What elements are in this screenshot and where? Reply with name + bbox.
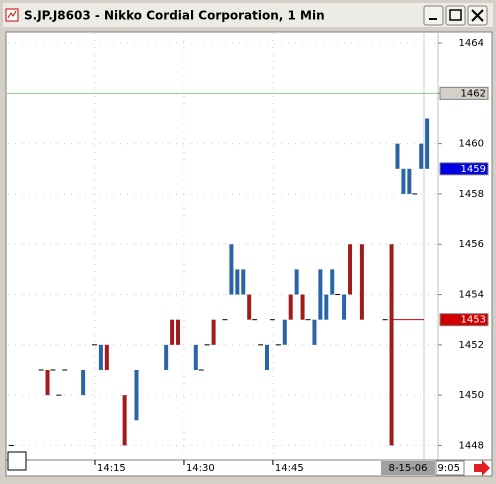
up-bar xyxy=(330,269,335,295)
up-bar xyxy=(81,369,86,396)
up-bar xyxy=(312,319,317,345)
down-bar xyxy=(359,244,364,320)
up-bar xyxy=(419,143,424,169)
up-bar xyxy=(134,369,139,421)
down-bar xyxy=(176,319,181,345)
up-bar xyxy=(342,294,347,320)
up-bar xyxy=(324,294,329,320)
app-icon-glyph xyxy=(7,10,17,19)
y-tick-label: 1456 xyxy=(459,239,484,250)
down-bar xyxy=(170,319,175,345)
x-tick-label: 14:45 xyxy=(275,463,304,474)
price-marker-box xyxy=(439,162,489,176)
price-marker-label: 1459 xyxy=(461,164,486,175)
down-bar xyxy=(389,244,394,446)
time-axis xyxy=(5,459,493,477)
up-bar xyxy=(401,168,406,194)
session-date-box xyxy=(381,461,435,475)
up-bar xyxy=(264,344,269,370)
price-marker-label: 1453 xyxy=(461,315,486,326)
up-bar xyxy=(395,143,400,169)
up-bar xyxy=(425,118,430,169)
maximize-button[interactable] xyxy=(445,5,466,26)
down-bar xyxy=(211,319,216,345)
up-bar xyxy=(235,269,240,295)
up-bar xyxy=(282,319,287,345)
down-bar xyxy=(122,395,127,446)
down-bar xyxy=(247,294,252,320)
up-bar xyxy=(294,269,299,295)
x-tick-label: 14:15 xyxy=(97,463,126,474)
y-tick-label: 1448 xyxy=(459,440,484,451)
corner-box[interactable] xyxy=(7,451,27,471)
up-bar xyxy=(407,168,412,194)
close-button[interactable] xyxy=(467,5,488,26)
session-date: 8-15-06 xyxy=(388,463,427,474)
plot: 1448 1450 1452 1454 1456 1458 1460 1462 1464 14:1… xyxy=(7,33,489,474)
up-bar xyxy=(318,269,323,320)
title-bar xyxy=(3,3,493,27)
window-title: S.JP.J8603 - Nikko Cordial Corporation, … xyxy=(24,9,325,23)
up-bar xyxy=(241,269,246,295)
chart-panel xyxy=(5,31,493,461)
y-tick-label: 1454 xyxy=(459,290,484,301)
up-bar xyxy=(98,344,103,370)
minimize-button[interactable] xyxy=(423,5,444,26)
last-time: 9:05 xyxy=(438,463,460,474)
price-marker-label: 1462 xyxy=(461,88,486,99)
down-bar xyxy=(348,244,353,295)
y-tick-label: 1450 xyxy=(459,390,484,401)
down-bar xyxy=(288,294,293,320)
last-time-box xyxy=(435,460,465,476)
down-bar xyxy=(300,294,305,320)
down-bar xyxy=(104,344,109,370)
price-marker-box xyxy=(439,86,489,100)
y-tick-label: 1458 xyxy=(459,189,484,200)
scroll-arrow[interactable] xyxy=(474,460,490,476)
price-marker-box xyxy=(439,313,489,327)
down-bar xyxy=(45,369,50,396)
y-tick-label: 1452 xyxy=(459,340,484,351)
x-tick-label: 14:30 xyxy=(186,463,215,474)
up-bar xyxy=(193,344,198,370)
y-tick-label: 1460 xyxy=(459,139,484,150)
y-tick-label: 1464 xyxy=(459,38,484,49)
up-bar xyxy=(164,344,169,370)
up-bar xyxy=(229,244,234,295)
